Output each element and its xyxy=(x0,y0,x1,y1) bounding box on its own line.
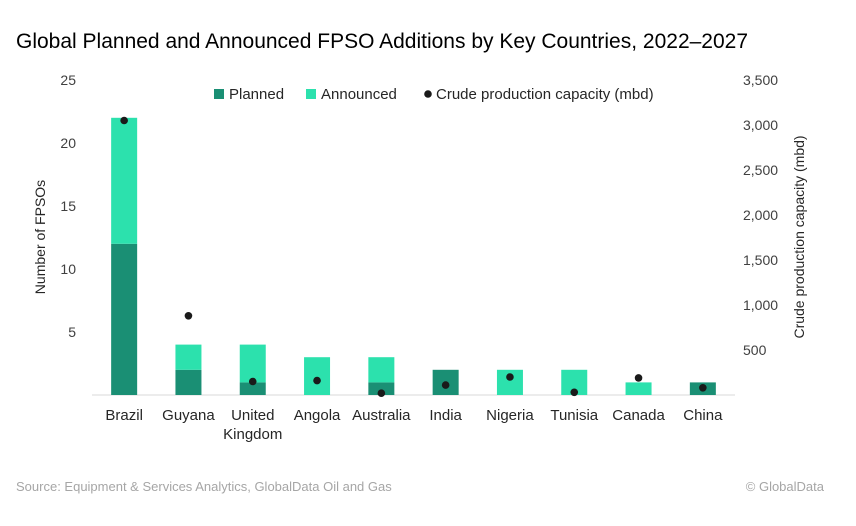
capacity-point-china xyxy=(699,384,707,392)
legend: Planned Announced Crude production capacit… xyxy=(214,86,654,103)
bar-planned-guyana xyxy=(175,369,202,395)
category-label: Canada xyxy=(612,407,665,424)
category-label-line: United xyxy=(231,407,274,424)
category-label-line: India xyxy=(429,407,462,424)
category-label-line: Australia xyxy=(352,407,411,424)
bar-planned-united-kingdom xyxy=(239,382,266,395)
legend-swatch-announced xyxy=(306,89,316,99)
y2-tick-label: 3,500 xyxy=(743,72,778,88)
bar-announced-australia xyxy=(368,357,395,383)
y2-tick-label: 2,500 xyxy=(743,162,778,178)
capacity-point-brazil xyxy=(120,116,128,125)
category-label: India xyxy=(429,407,462,424)
capacity-point-tunisia xyxy=(570,388,579,397)
category-label-line: Tunisia xyxy=(550,407,598,424)
capacity-point-united-kingdom xyxy=(248,377,257,386)
category-label-line: Kingdom xyxy=(223,426,282,443)
capacity-point-canada xyxy=(634,374,643,382)
category-label-line: Angola xyxy=(294,407,341,424)
category-labels: Brazil Guyana United Kingdom Angola Australia… xyxy=(105,407,723,443)
left-axis-ticks: 5 10 15 20 25 xyxy=(60,72,76,340)
y-tick-label: 5 xyxy=(68,324,76,340)
y-tick-label: 20 xyxy=(60,135,76,151)
category-label: Nigeria xyxy=(486,407,534,424)
category-label: China xyxy=(683,407,723,424)
y-tick-label: 25 xyxy=(60,72,76,88)
bar-announced-united-kingdom xyxy=(239,344,266,383)
capacity-point-australia xyxy=(377,389,386,398)
capacity-point-india xyxy=(441,381,450,389)
category-label-line: China xyxy=(683,407,723,424)
legend-label: Planned xyxy=(229,86,284,103)
category-label: Tunisia xyxy=(550,407,598,424)
category-label: United Kingdom xyxy=(223,407,282,443)
y2-tick-label: 500 xyxy=(743,342,767,358)
y-axis-label: Number of FPSOs xyxy=(32,180,48,294)
capacity-point-guyana xyxy=(184,312,193,320)
legend-label: Announced xyxy=(321,86,397,103)
capacity-point-nigeria xyxy=(506,373,514,381)
legend-swatch-capacity xyxy=(424,90,432,98)
bar-announced-angola xyxy=(304,357,331,395)
bar-announced-guyana xyxy=(175,344,202,370)
category-label-line: Guyana xyxy=(162,407,215,424)
legend-label: Crude production capacity (mbd) xyxy=(436,86,654,103)
category-label: Guyana xyxy=(162,407,215,424)
legend-swatch-planned xyxy=(214,89,224,99)
bars xyxy=(111,117,716,395)
y-tick-label: 15 xyxy=(60,198,76,214)
capacity-point-angola xyxy=(313,376,321,385)
y2-axis-label: Crude production capacity (mbd) xyxy=(791,135,807,338)
category-label-line: Canada xyxy=(612,407,665,424)
category-label: Australia xyxy=(352,407,411,424)
bar-planned-australia xyxy=(368,382,395,395)
y2-tick-label: 3,000 xyxy=(743,117,778,133)
category-label: Angola xyxy=(294,407,341,424)
copyright: © GlobalData xyxy=(745,479,824,494)
y2-tick-label: 1,500 xyxy=(743,252,778,268)
bar-planned-brazil xyxy=(111,243,138,395)
y2-tick-label: 1,000 xyxy=(743,297,778,313)
chart-title: Global Planned and Announced FPSO Additi… xyxy=(16,30,749,53)
y-tick-label: 10 xyxy=(60,261,76,277)
bar-announced-canada xyxy=(625,382,652,395)
category-label-line: Brazil xyxy=(105,407,143,424)
capacity-points xyxy=(120,116,707,398)
category-label: Brazil xyxy=(105,407,143,424)
category-label-line: Nigeria xyxy=(486,407,534,424)
source-note: Source: Equipment & Services Analytics, … xyxy=(16,479,392,494)
right-axis-ticks: 500 1,000 1,500 2,000 2,500 3,000 3,500 xyxy=(743,72,778,358)
y2-tick-label: 2,000 xyxy=(743,207,778,223)
bar-announced-brazil xyxy=(111,117,138,244)
